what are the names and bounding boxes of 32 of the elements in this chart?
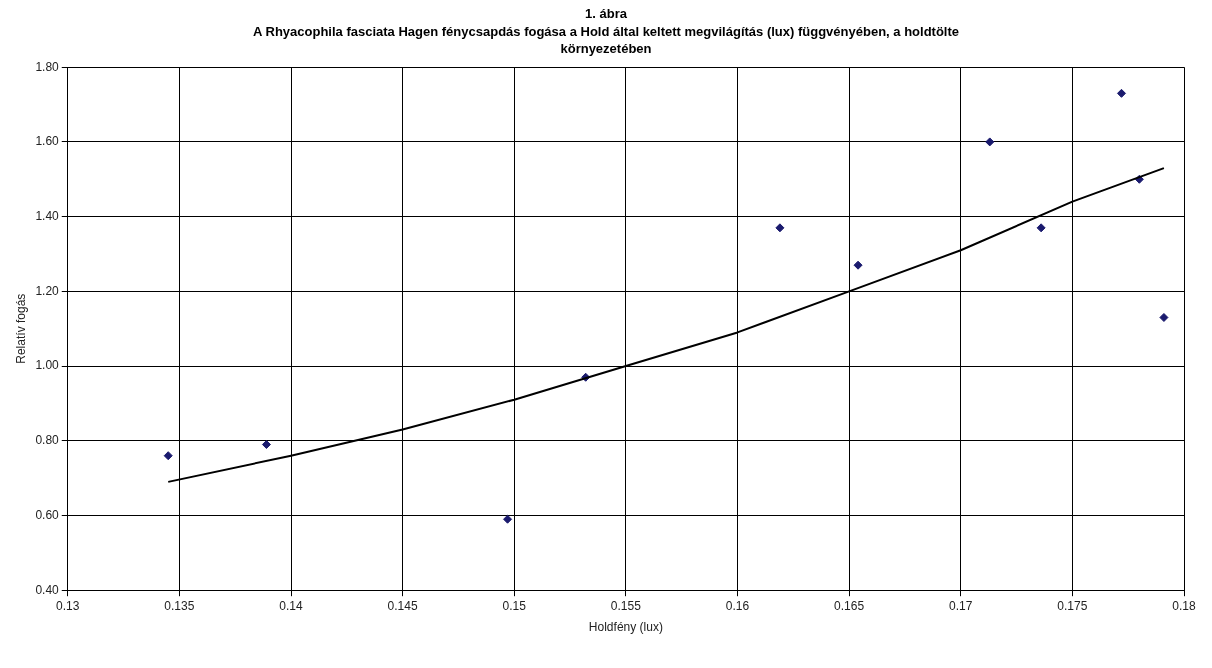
- x-tick-label: 0.175: [1057, 598, 1088, 613]
- x-tick-label: 0.18: [1172, 598, 1196, 613]
- y-tick-label: 0.80: [35, 433, 60, 448]
- point: [503, 514, 513, 524]
- point: [1159, 312, 1169, 322]
- x-tick-label: 0.15: [502, 598, 527, 613]
- point: [1116, 88, 1126, 98]
- y-tick-label: 1.40: [35, 208, 60, 223]
- y-tick-label: 1.80: [35, 59, 60, 74]
- y-tick-label: 0.60: [35, 507, 60, 522]
- x-tick-label: 0.14: [279, 598, 304, 613]
- x-tick-label: 0.16: [725, 598, 750, 613]
- point: [163, 451, 173, 461]
- point: [985, 137, 995, 147]
- x-tick-label: 0.17: [949, 598, 973, 613]
- y-tick-label: 1.20: [35, 283, 60, 298]
- x-tick-label: 0.155: [610, 598, 642, 613]
- x-tick-label: 0.135: [164, 598, 195, 613]
- chart-subtitle: A Rhyacophila fasciata Hagen fénycsapdás fogása a Hold által keltett megvilágítás (lux) függvényében, a holdtölte környezetében: [252, 23, 960, 57]
- point: [261, 440, 271, 450]
- y-tick-label: 0.40: [35, 582, 60, 597]
- point: [853, 260, 863, 270]
- x-tick-label: 0.13: [56, 598, 80, 613]
- chart-title: 1. ábra: [584, 6, 628, 21]
- x-tick-label: 0.145: [387, 598, 418, 613]
- y-tick-label: 1.60: [35, 134, 60, 149]
- y-axis-title: Relatív fogás: [13, 293, 28, 364]
- x-axis-title: Holdfény (lux): [588, 620, 663, 635]
- x-tick-label: 0.165: [834, 598, 865, 613]
- point: [775, 223, 785, 233]
- point: [1036, 223, 1046, 233]
- y-tick-label: 1.00: [35, 358, 60, 373]
